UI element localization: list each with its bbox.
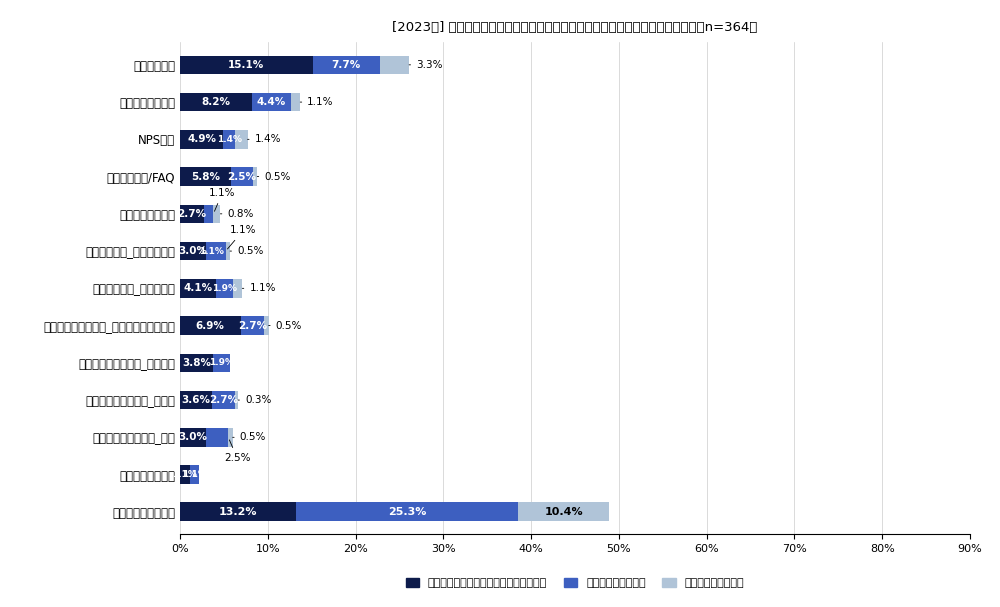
Text: 3.0%: 3.0% (179, 246, 208, 256)
Bar (313, 55, 380, 74)
Bar (180, 130, 223, 149)
Text: 2.5%: 2.5% (224, 440, 250, 463)
Text: 3.0%: 3.0% (179, 432, 208, 443)
Bar (223, 130, 235, 149)
Text: 4.4%: 4.4% (257, 97, 286, 107)
Bar (264, 316, 269, 335)
Bar (180, 93, 252, 112)
Text: 2.7%: 2.7% (238, 320, 267, 331)
Bar (228, 428, 233, 447)
Bar (226, 242, 230, 260)
Bar (253, 168, 257, 186)
Bar (233, 279, 242, 297)
Text: 1.1%: 1.1% (242, 283, 276, 293)
Text: 1.1%: 1.1% (172, 470, 197, 479)
Text: 10.4%: 10.4% (544, 507, 583, 517)
Bar (252, 93, 291, 112)
Text: 0.8%: 0.8% (220, 209, 254, 219)
Text: 8.2%: 8.2% (201, 97, 230, 107)
Text: 2.7%: 2.7% (177, 209, 206, 219)
Text: 6.9%: 6.9% (196, 320, 225, 331)
Bar (241, 316, 264, 335)
Bar (296, 503, 518, 521)
Bar (180, 168, 231, 186)
Text: 1.9%: 1.9% (209, 358, 234, 367)
Text: 1.1%: 1.1% (182, 470, 207, 479)
Text: 1.1%: 1.1% (209, 188, 235, 211)
Legend: カスタマーサクセスの効果を感じている, どちらとも言えない, 効果を感じていない: カスタマーサクセスの効果を感じている, どちらとも言えない, 効果を感じていない (401, 573, 749, 592)
Bar (212, 391, 235, 409)
Text: 3.8%: 3.8% (182, 358, 211, 368)
Text: 13.2%: 13.2% (219, 507, 257, 517)
Text: 2.7%: 2.7% (209, 395, 238, 405)
Text: 0.5%: 0.5% (233, 432, 266, 443)
Bar (180, 428, 206, 447)
Bar (216, 242, 226, 260)
Bar (518, 503, 609, 521)
Bar (213, 205, 220, 223)
Bar (180, 205, 204, 223)
Text: 5.8%: 5.8% (191, 172, 220, 181)
Bar (213, 353, 230, 372)
Text: 0.5%: 0.5% (230, 246, 263, 256)
Bar (190, 465, 199, 484)
Bar (291, 93, 300, 112)
Title: [2023年] カスタマーサクセスツール利用状況：タッチモデルを採用していない（n=364）: [2023年] カスタマーサクセスツール利用状況：タッチモデルを採用していない（… (392, 21, 758, 35)
Bar (180, 503, 296, 521)
Text: 0.5%: 0.5% (269, 320, 302, 331)
Text: 2.5%: 2.5% (227, 172, 256, 181)
Bar (204, 205, 213, 223)
Bar (180, 353, 213, 372)
Bar (206, 242, 216, 260)
Text: 1.1%: 1.1% (227, 225, 257, 249)
Text: 7.7%: 7.7% (332, 60, 361, 70)
Text: 4.1%: 4.1% (183, 283, 213, 293)
Bar (231, 168, 253, 186)
Text: 1.9%: 1.9% (212, 284, 237, 293)
Bar (380, 55, 409, 74)
Bar (180, 242, 206, 260)
Bar (216, 279, 233, 297)
Text: 0.5%: 0.5% (257, 172, 291, 181)
Bar (235, 391, 238, 409)
Text: 15.1%: 15.1% (228, 60, 264, 70)
Bar (180, 391, 212, 409)
Text: 0.3%: 0.3% (238, 395, 271, 405)
Bar (180, 316, 241, 335)
Text: 1.4%: 1.4% (248, 134, 281, 144)
Bar (180, 465, 190, 484)
Bar (235, 130, 248, 149)
Text: 4.9%: 4.9% (187, 134, 216, 144)
Text: 3.3%: 3.3% (409, 60, 443, 70)
Bar (180, 279, 216, 297)
Text: 25.3%: 25.3% (388, 507, 426, 517)
Text: 1.4%: 1.4% (217, 135, 242, 144)
Bar (206, 428, 228, 447)
Text: 1.1%: 1.1% (300, 97, 334, 107)
Text: 3.6%: 3.6% (181, 395, 210, 405)
Bar (180, 55, 313, 74)
Text: 1.1%: 1.1% (199, 246, 224, 256)
